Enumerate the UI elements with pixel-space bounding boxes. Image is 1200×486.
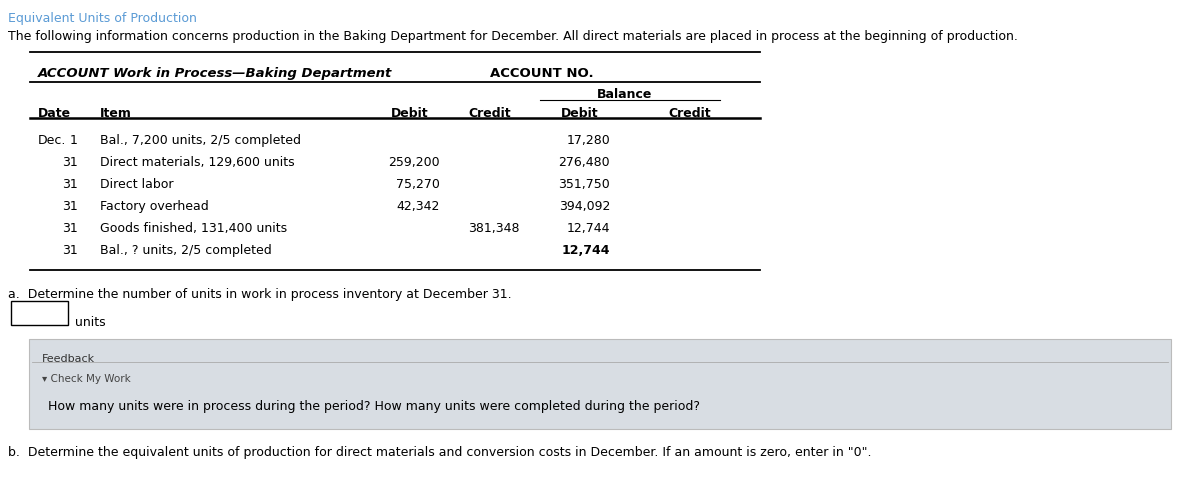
Text: a.  Determine the number of units in work in process inventory at December 31.: a. Determine the number of units in work… (8, 288, 511, 301)
Text: The following information concerns production in the Baking Department for Decem: The following information concerns produ… (8, 30, 1018, 43)
Text: 31: 31 (62, 222, 78, 235)
Text: units: units (74, 316, 106, 329)
Text: 75,270: 75,270 (396, 178, 440, 191)
Text: Credit: Credit (668, 107, 712, 120)
Text: Feedback: Feedback (42, 354, 95, 364)
Text: Dec.: Dec. (38, 134, 66, 147)
Text: Credit: Credit (469, 107, 511, 120)
Text: Date: Date (38, 107, 71, 120)
Text: 351,750: 351,750 (558, 178, 610, 191)
Text: 31: 31 (62, 156, 78, 169)
Text: 394,092: 394,092 (559, 200, 610, 213)
Text: Bal., 7,200 units, 2/5 completed: Bal., 7,200 units, 2/5 completed (100, 134, 301, 147)
Text: 31: 31 (62, 244, 78, 257)
Text: Bal., ? units, 2/5 completed: Bal., ? units, 2/5 completed (100, 244, 271, 257)
Text: 259,200: 259,200 (389, 156, 440, 169)
Text: 31: 31 (62, 200, 78, 213)
Text: Direct labor: Direct labor (100, 178, 174, 191)
Text: How many units were in process during the period? How many units were completed : How many units were in process during th… (48, 400, 700, 413)
Text: 31: 31 (62, 178, 78, 191)
Text: Factory overhead: Factory overhead (100, 200, 209, 213)
Text: 381,348: 381,348 (468, 222, 520, 235)
Text: 12,744: 12,744 (562, 244, 610, 257)
Text: Equivalent Units of Production: Equivalent Units of Production (8, 12, 197, 25)
Text: 12,744: 12,744 (566, 222, 610, 235)
Text: ACCOUNT Work in Process—Baking Department: ACCOUNT Work in Process—Baking Departmen… (38, 67, 392, 80)
Text: Debit: Debit (391, 107, 428, 120)
Text: 1: 1 (70, 134, 78, 147)
Text: b.  Determine the equivalent units of production for direct materials and conver: b. Determine the equivalent units of pro… (8, 446, 871, 459)
Text: Goods finished, 131,400 units: Goods finished, 131,400 units (100, 222, 287, 235)
Text: 276,480: 276,480 (558, 156, 610, 169)
Text: ▾ Check My Work: ▾ Check My Work (42, 374, 131, 384)
Text: 42,342: 42,342 (397, 200, 440, 213)
Text: ACCOUNT NO.: ACCOUNT NO. (490, 67, 594, 80)
Text: Balance: Balance (598, 88, 653, 101)
Text: Debit: Debit (562, 107, 599, 120)
Text: 17,280: 17,280 (566, 134, 610, 147)
FancyBboxPatch shape (29, 339, 1171, 429)
Text: Item: Item (100, 107, 132, 120)
Text: Direct materials, 129,600 units: Direct materials, 129,600 units (100, 156, 295, 169)
FancyBboxPatch shape (11, 301, 68, 325)
